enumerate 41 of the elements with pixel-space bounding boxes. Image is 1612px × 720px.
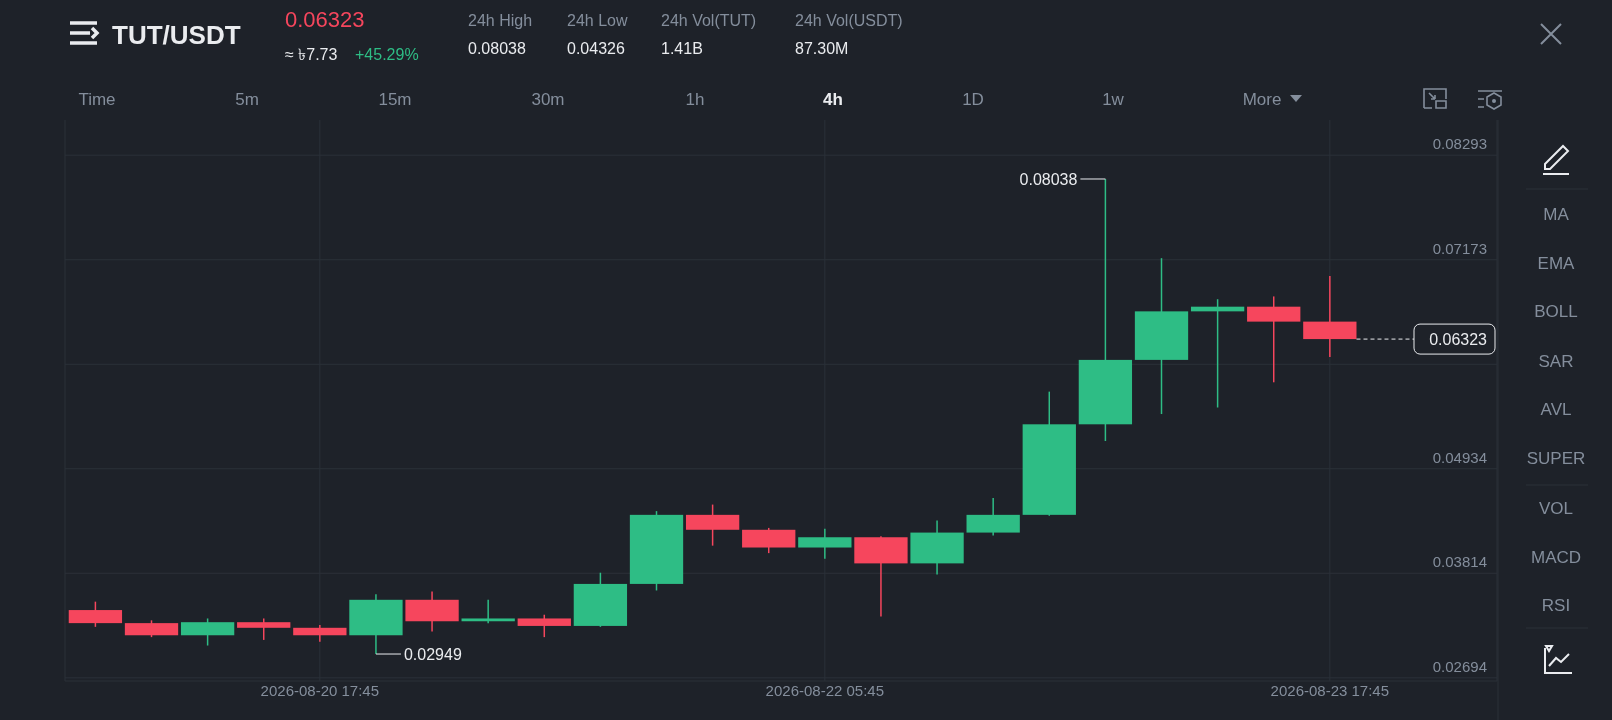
text: AVL: [1540, 400, 1572, 419]
text: 1h: [685, 90, 705, 109]
x-tick-label: 2026-08-20 17:45: [260, 682, 380, 699]
y-tick-label: 0.04934: [1432, 448, 1487, 466]
text: 24h High: [468, 12, 533, 29]
x-tick-label: 2026-08-22 05:45: [765, 682, 885, 699]
text: MACD: [1530, 548, 1582, 567]
y-tick-label: 0.08293: [1432, 135, 1487, 153]
y-tick-label: 0.03814: [1432, 553, 1487, 571]
ref-line-label: 0.06323: [1429, 331, 1488, 349]
text: 15m: [378, 90, 412, 109]
text: 24h Vol(USDT): [795, 12, 903, 29]
x-tick-label: 2026-08-23 17:45: [1270, 682, 1390, 699]
text: MA: [1543, 205, 1570, 224]
chart-title: TUT/USDT: [112, 20, 241, 50]
text: EMA: [1537, 254, 1576, 273]
text: 0.06323: [285, 7, 365, 32]
text: 30m: [531, 90, 565, 109]
text: 1.41B: [661, 40, 703, 57]
text: 1D: [962, 90, 984, 109]
text: 87.30M: [795, 40, 849, 57]
annotation: 0.08038: [1019, 170, 1078, 188]
y-tick-label: 0.02694: [1432, 657, 1487, 675]
text: ≈ ৳7.73: [285, 46, 338, 63]
text: 0.04326: [567, 40, 625, 57]
text: 4h: [823, 90, 843, 109]
text: RSI: [1541, 596, 1571, 615]
text: 5m: [235, 90, 259, 109]
text: 0.08038: [468, 40, 526, 57]
text: VOL: [1538, 499, 1574, 518]
text: +45.29%: [355, 46, 419, 63]
y-tick-label: 0.07173: [1432, 239, 1487, 257]
annotation: 0.02949: [403, 646, 462, 664]
text: 24h Low: [567, 12, 628, 29]
text: Time: [78, 90, 116, 109]
text: 24h Vol(TUT): [661, 12, 757, 29]
text: 1w: [1102, 90, 1125, 109]
text: SUPER: [1526, 449, 1586, 468]
text: SAR: [1538, 352, 1574, 371]
text: More: [1242, 90, 1282, 109]
text: BOLL: [1534, 302, 1578, 321]
